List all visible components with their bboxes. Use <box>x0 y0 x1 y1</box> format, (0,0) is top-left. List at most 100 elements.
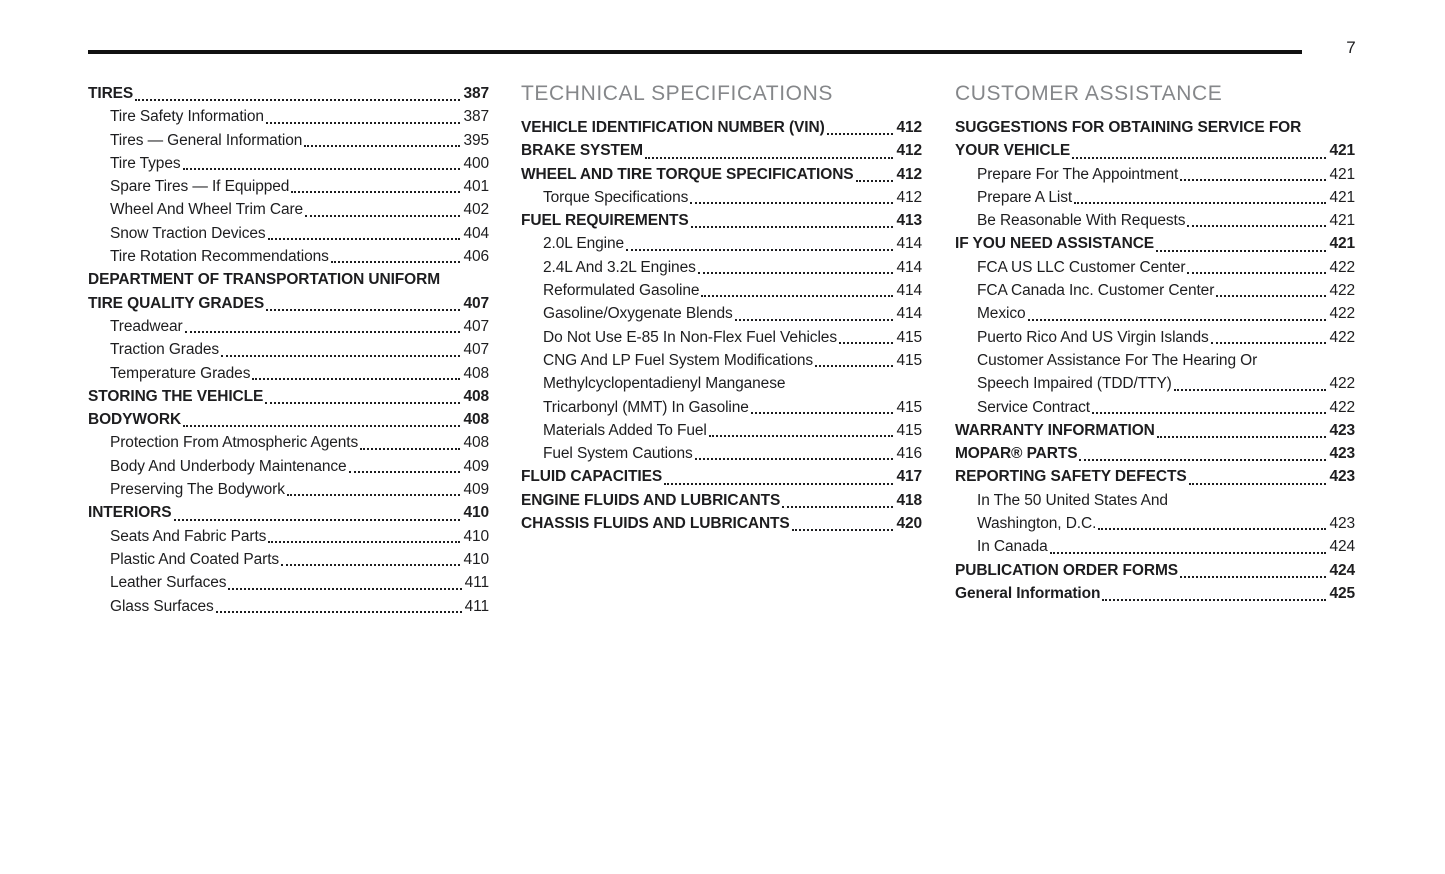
toc-entry: Preserving The Bodywork 409 <box>88 478 489 501</box>
dot-leader <box>1027 318 1327 321</box>
toc-entry-page: 422 <box>1329 282 1355 300</box>
toc-entry: TIRES 387 <box>88 82 489 105</box>
dot-leader <box>135 99 461 102</box>
toc-entry-label: Service Contract <box>977 398 1090 416</box>
dot-leader <box>184 331 461 334</box>
dot-leader <box>1188 482 1327 485</box>
toc-entry-label: Traction Grades <box>110 341 220 359</box>
toc-entry-label: ENGINE FLUIDS AND LUBRICANTS <box>521 491 781 509</box>
toc-entry-label: Tires — General Information <box>110 131 303 149</box>
toc-entry: Torque Specifications 412 <box>521 186 922 209</box>
toc-entry: BODYWORK 408 <box>88 408 489 431</box>
toc-entry: 2.0L Engine 414 <box>521 232 922 255</box>
toc-entry-label: WHEEL AND TIRE TORQUE SPECIFICATIONS <box>521 165 854 183</box>
toc-entry-page: 414 <box>896 305 922 323</box>
toc-entry: Temperature Grades 408 <box>88 362 489 385</box>
toc-entry-label: REPORTING SAFETY DEFECTS <box>955 468 1187 486</box>
toc-entry-page: 418 <box>896 491 922 509</box>
toc-entry-label: Materials Added To Fuel <box>543 421 707 439</box>
toc-entry-label: Tire Safety Information <box>110 108 264 126</box>
dot-leader <box>701 295 894 298</box>
toc-entry-label: BODYWORK <box>88 411 182 429</box>
toc-entry: BRAKE SYSTEM 412 <box>521 139 922 162</box>
dot-leader <box>265 402 461 405</box>
toc-entry: Reformulated Gasoline 414 <box>521 279 922 302</box>
toc-entry: Tire Safety Information 387 <box>88 105 489 128</box>
toc-entry: REPORTING SAFETY DEFECTS 423 <box>955 465 1355 488</box>
toc-entry: FUEL REQUIREMENTS 413 <box>521 209 922 232</box>
toc-entry-page: 422 <box>1329 328 1355 346</box>
dot-leader <box>348 471 461 474</box>
toc-entry-page: 401 <box>463 178 489 196</box>
dot-leader <box>791 529 894 532</box>
toc-entry: Seats And Fabric Parts 410 <box>88 525 489 548</box>
toc-entry-page: 414 <box>896 235 922 253</box>
toc-entry: TIRE QUALITY GRADES 407 <box>88 292 489 315</box>
toc-entry-label: Torque Specifications <box>543 188 689 206</box>
toc-entry-label: Plastic And Coated Parts <box>110 550 280 568</box>
toc-entry-page: 421 <box>1329 235 1355 253</box>
toc-entry: Spare Tires — If Equipped 401 <box>88 175 489 198</box>
toc-entry-page: 387 <box>463 85 489 102</box>
toc-entry-page: 423 <box>1329 421 1355 439</box>
toc-entry-page: 422 <box>1329 305 1355 323</box>
toc-entry: Treadwear 407 <box>88 315 489 338</box>
dot-leader <box>644 156 894 159</box>
toc-entry-label: CHASSIS FLUIDS AND LUBRICANTS <box>521 515 790 533</box>
dot-leader <box>1074 202 1327 205</box>
toc-entry-label: General Information <box>955 584 1101 602</box>
dot-leader <box>626 248 894 251</box>
dot-leader <box>1216 295 1327 298</box>
toc-entry-page: 416 <box>896 445 922 463</box>
dot-leader <box>826 133 894 136</box>
toc-entry-page: 412 <box>896 119 922 136</box>
dot-leader <box>265 121 461 124</box>
toc-column-1: TIRES 387 Tire Safety Information 387 Tires … <box>88 82 489 618</box>
toc-entry: Prepare A List 421 <box>955 186 1355 209</box>
toc-entry: WARRANTY INFORMATION 423 <box>955 419 1355 442</box>
toc-entry-wrap-line: SUGGESTIONS FOR OBTAINING SERVICE FOR <box>955 119 1302 136</box>
dot-leader <box>360 447 461 450</box>
toc-entry: Be Reasonable With Requests 421 <box>955 209 1355 232</box>
dot-leader <box>1187 272 1327 275</box>
toc-entry: Prepare For The Appointment 421 <box>955 163 1355 186</box>
dot-leader <box>664 482 894 485</box>
toc-entry-page: 410 <box>463 504 489 522</box>
toc-entry-label: IF YOU NEED ASSISTANCE <box>955 235 1155 253</box>
toc-entry-page: 424 <box>1329 538 1355 556</box>
header-rule <box>88 50 1302 54</box>
toc-entry: YOUR VEHICLE 421 <box>955 139 1355 162</box>
toc-entry-label: Seats And Fabric Parts <box>110 527 267 545</box>
toc-entry: ENGINE FLUIDS AND LUBRICANTS 418 <box>521 489 922 512</box>
toc-entry-page: 423 <box>1329 468 1355 486</box>
toc-entry-label: Be Reasonable With Requests <box>977 212 1186 230</box>
toc-entry-label: FLUID CAPACITIES <box>521 468 663 486</box>
toc-entry-page: 404 <box>463 224 489 242</box>
toc-entry-label: 2.4L And 3.2L Engines <box>543 258 696 276</box>
dot-leader <box>1187 225 1327 228</box>
toc-entry-wrap-line: In The 50 United States And <box>977 491 1168 509</box>
toc-entry-label: Gasoline/Oxygenate Blends <box>543 305 733 323</box>
dot-leader <box>855 179 894 182</box>
dot-leader <box>697 272 894 275</box>
dot-leader <box>734 318 894 321</box>
toc-entry: Leather Surfaces 411 <box>88 571 489 594</box>
dot-leader <box>228 587 462 590</box>
toc-entry-page: 422 <box>1329 398 1355 416</box>
dot-leader <box>267 238 461 241</box>
dot-leader <box>838 341 894 344</box>
toc-entry-label: Treadwear <box>110 317 183 335</box>
toc-entry-label: YOUR VEHICLE <box>955 142 1071 160</box>
toc-entry: IF YOU NEED ASSISTANCE 421 <box>955 232 1355 255</box>
page-number: 7 <box>1346 38 1356 57</box>
toc-entry-label: Tricarbonyl (MMT) In Gasoline <box>543 398 749 416</box>
dot-leader <box>291 191 461 194</box>
toc-entry: Puerto Rico And US Virgin Islands 422 <box>955 326 1355 349</box>
dot-leader <box>694 458 894 461</box>
toc-entry-page: 421 <box>1329 188 1355 206</box>
toc-entry-page: 408 <box>463 364 489 382</box>
toc-entry-page: 411 <box>464 574 490 592</box>
toc-entry-page: 423 <box>1329 445 1355 463</box>
toc-entry-label: Body And Underbody Maintenance <box>110 457 347 475</box>
toc-entry-label: Protection From Atmospheric Agents <box>110 434 359 452</box>
